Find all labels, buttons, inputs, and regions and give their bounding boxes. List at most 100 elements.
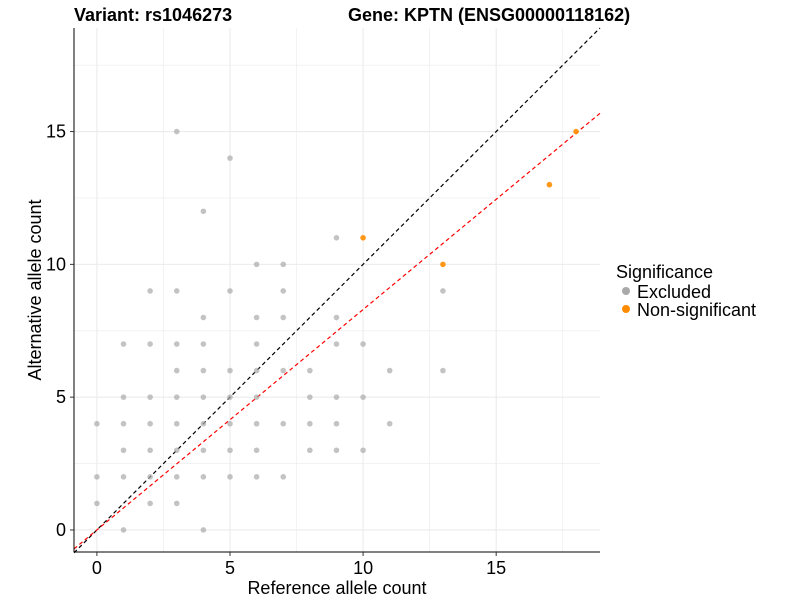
data-point-excluded: [333, 314, 340, 321]
data-point-excluded: [253, 314, 260, 321]
data-point-excluded: [253, 447, 260, 454]
reference-line-fit: [73, 112, 601, 550]
legend-title: Significance: [616, 262, 713, 282]
data-point-excluded: [200, 341, 207, 347]
data-point-excluded: [333, 235, 340, 241]
data-point-excluded: [200, 447, 207, 454]
data-point-excluded: [94, 474, 100, 480]
reference-lines: [73, 27, 601, 554]
legend-label-excluded: Excluded: [637, 282, 711, 302]
data-point-excluded: [333, 420, 340, 427]
data-point-excluded: [227, 288, 233, 294]
data-point-non-significant: [573, 128, 579, 135]
data-point-excluded: [120, 527, 127, 533]
data-point-excluded: [280, 288, 287, 294]
y-tick-label: 0: [56, 520, 66, 540]
data-point-excluded: [173, 367, 180, 374]
data-point-excluded: [120, 420, 127, 427]
data-point-excluded: [200, 394, 207, 400]
data-point-excluded: [253, 341, 260, 347]
y-axis-label: Alternative allele count: [25, 199, 45, 380]
data-point-excluded: [173, 420, 180, 427]
data-point-excluded: [173, 447, 180, 454]
data-point-excluded: [120, 474, 127, 480]
data-point-excluded: [120, 394, 127, 400]
data-point-excluded: [253, 261, 260, 268]
x-tick-label: 15: [486, 558, 506, 578]
data-point-excluded: [120, 447, 127, 454]
data-point-excluded: [280, 420, 287, 427]
data-point-excluded: [307, 367, 313, 374]
data-point-excluded: [200, 474, 207, 480]
data-point-excluded: [333, 341, 340, 347]
data-point-excluded: [253, 394, 260, 400]
y-tick-label: 10: [46, 254, 66, 274]
reference-line-identity: [73, 27, 601, 554]
data-point-excluded: [173, 474, 180, 480]
data-point-excluded: [147, 447, 153, 454]
data-point-excluded: [200, 527, 207, 533]
data-point-excluded: [200, 420, 207, 427]
y-tick-label: 15: [46, 122, 66, 142]
x-axis-label: Reference allele count: [247, 578, 426, 598]
legend-key-non-significant: [622, 305, 630, 313]
data-point-excluded: [440, 288, 446, 294]
data-point-excluded: [307, 420, 313, 427]
data-point-excluded: [94, 420, 100, 427]
data-point-excluded: [333, 447, 340, 454]
data-point-excluded: [440, 367, 446, 374]
axes: 0 5 10 15 0 5 10 15: [46, 28, 600, 578]
data-point-excluded: [227, 394, 233, 400]
data-point-excluded: [227, 155, 233, 161]
data-point-excluded: [120, 341, 127, 347]
x-tick-label: 0: [92, 558, 102, 578]
data-point-excluded: [253, 420, 260, 427]
data-point-non-significant: [440, 261, 446, 268]
data-point-excluded: [227, 474, 233, 480]
x-tick-label: 5: [225, 558, 235, 578]
data-point-excluded: [280, 367, 287, 374]
data-point-excluded: [227, 367, 233, 374]
data-point-excluded: [200, 208, 207, 215]
points: [94, 128, 579, 533]
data-point-non-significant: [546, 181, 553, 188]
data-point-excluded: [253, 367, 260, 374]
data-point-excluded: [307, 447, 313, 454]
data-point-excluded: [360, 341, 366, 347]
data-point-excluded: [147, 500, 153, 507]
data-point-excluded: [147, 341, 153, 347]
data-point-excluded: [200, 314, 207, 321]
data-point-excluded: [147, 394, 153, 400]
data-point-excluded: [307, 394, 313, 400]
data-point-excluded: [227, 447, 233, 454]
data-point-excluded: [386, 420, 393, 427]
data-point-excluded: [253, 474, 260, 480]
data-point-excluded: [147, 288, 153, 294]
x-tick-label: 10: [353, 558, 373, 578]
data-point-excluded: [386, 367, 393, 374]
data-point-excluded: [360, 394, 366, 400]
data-point-excluded: [94, 500, 100, 507]
y-tick-label: 5: [56, 387, 66, 407]
data-point-excluded: [173, 128, 180, 135]
data-point-excluded: [173, 394, 180, 400]
data-point-excluded: [227, 420, 233, 427]
legend: Significance Excluded Non-significant: [616, 262, 756, 320]
data-point-excluded: [173, 341, 180, 347]
data-point-excluded: [173, 288, 180, 294]
data-point-excluded: [360, 447, 366, 454]
data-point-excluded: [147, 420, 153, 427]
data-point-excluded: [280, 314, 287, 321]
title-variant: Variant: rs1046273: [74, 5, 232, 25]
data-point-excluded: [147, 474, 153, 480]
data-point-excluded: [200, 367, 207, 374]
title-gene: Gene: KPTN (ENSG00000118162): [348, 5, 630, 25]
data-point-excluded: [333, 394, 340, 400]
data-point-excluded: [173, 500, 180, 507]
data-point-non-significant: [360, 235, 366, 241]
legend-label-non-significant: Non-significant: [637, 300, 756, 320]
legend-key-excluded: [622, 287, 630, 295]
data-point-excluded: [280, 474, 287, 480]
data-point-excluded: [280, 261, 287, 268]
